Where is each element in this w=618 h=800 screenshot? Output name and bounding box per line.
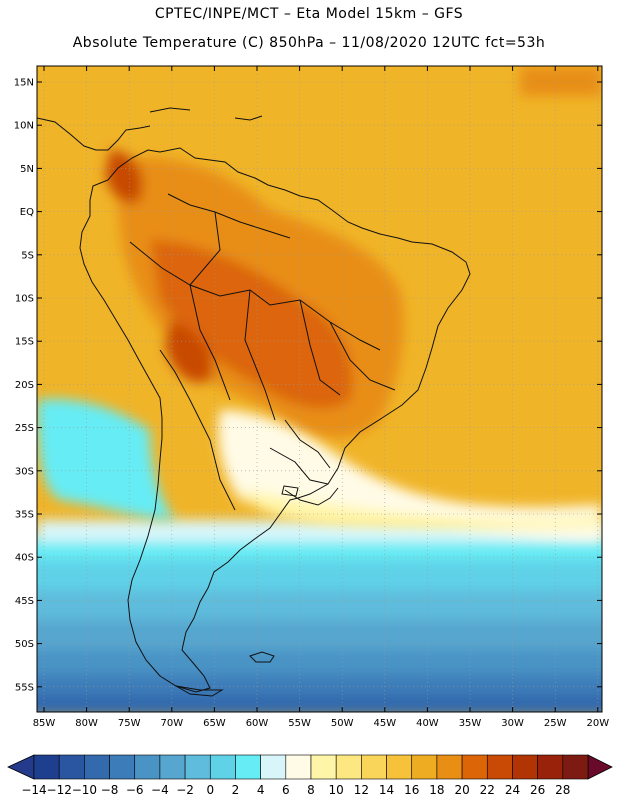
colorbar-swatch	[335, 754, 362, 780]
lon-tick-label: 80W	[75, 718, 98, 729]
lon-tick-label: 45W	[373, 718, 396, 729]
colorbar-swatch	[436, 754, 463, 780]
colorbar-label: −2	[176, 783, 194, 797]
lon-tick-label: 70W	[160, 718, 183, 729]
lat-tick-label: 40S	[15, 553, 34, 564]
colorbar-swatch	[260, 754, 287, 780]
lon-tick-label: 85W	[33, 718, 56, 729]
lat-tick-label: 5S	[21, 250, 34, 261]
colorbar-swatch	[361, 754, 387, 780]
lat-tick-label: 45S	[15, 596, 34, 607]
lon-tick-label: 55W	[288, 718, 311, 729]
lat-tick-label: 15S	[15, 337, 34, 348]
colorbar-label: 22	[480, 783, 495, 797]
colorbar-over-arrow	[587, 754, 613, 780]
lon-tick-label: 20W	[586, 718, 609, 729]
lon-tick-label: 35W	[459, 718, 482, 729]
colorbar-label: 20	[454, 783, 469, 797]
colorbar-label: −4	[151, 783, 169, 797]
lon-tick-label: 60W	[246, 718, 269, 729]
colorbar-swatch	[310, 754, 337, 780]
colorbar-label: −8	[101, 783, 119, 797]
colorbar-swatch	[235, 754, 261, 780]
colorbar-label: 12	[354, 783, 369, 797]
temperature-field	[37, 66, 602, 712]
colorbar: −14 −12 −10 −8 −6 −4 −2 0 2 4 6 8 10 12 14 16 18 20 22 24 26…	[7, 754, 613, 797]
colorbar-label: 4	[257, 783, 265, 797]
colorbar-label: 18	[429, 783, 444, 797]
lon-tick-label: 25W	[544, 718, 567, 729]
colorbar-swatch	[285, 754, 312, 780]
lon-tick-label: 30W	[501, 718, 524, 729]
lon-tick-label: 50W	[331, 718, 354, 729]
colorbar-swatch	[512, 754, 538, 780]
colorbar-swatch	[33, 754, 60, 780]
colorbar-swatch	[134, 754, 161, 780]
lat-tick-label: 30S	[15, 466, 34, 477]
map-title-line2: Absolute Temperature (C) 850hPa – 11/08/…	[72, 35, 546, 51]
colorbar-swatch	[562, 754, 589, 780]
colorbar-swatch	[184, 754, 211, 780]
colorbar-swatch	[486, 754, 513, 780]
colorbar-swatch	[159, 754, 186, 780]
colorbar-label: −10	[72, 783, 97, 797]
colorbar-swatch	[109, 754, 136, 780]
colorbar-swatch	[411, 754, 438, 780]
coastlines	[37, 107, 471, 697]
lat-tick-label: 35S	[15, 510, 34, 521]
lon-tick-label: 75W	[118, 718, 141, 729]
lat-tick-label: 25S	[15, 423, 34, 434]
lon-tick-label: 65W	[203, 718, 226, 729]
colorbar-swatch	[58, 754, 85, 780]
plot-frame	[36, 65, 603, 713]
colorbar-label: 26	[530, 783, 545, 797]
lat-tick-label: 10S	[15, 294, 34, 305]
colorbar-label: −6	[126, 783, 144, 797]
colorbar-label: 0	[206, 783, 214, 797]
lon-tick-label: 40W	[416, 718, 439, 729]
lat-tick-label: 5N	[20, 164, 34, 175]
lat-tick-label: 20S	[15, 380, 34, 391]
colorbar-label: 8	[307, 783, 315, 797]
lat-tick-label: EQ	[20, 207, 34, 218]
colorbar-label: 28	[555, 783, 570, 797]
axis-ticks: 15N 10N 5N EQ 5S 10S 15S 20S 25S 30S 35S 40S 45S 50S 5…	[14, 66, 609, 729]
colorbar-swatch	[461, 754, 488, 780]
lat-tick-label: 55S	[15, 682, 34, 693]
colorbar-label: 10	[329, 783, 344, 797]
colorbar-swatch	[537, 754, 564, 780]
colorbar-under-arrow	[7, 754, 35, 780]
colorbar-label: 16	[404, 783, 419, 797]
colorbar-swatch	[209, 754, 236, 780]
colorbar-label: 24	[505, 783, 520, 797]
map-title-line1: CPTEC/INPE/MCT – Eta Model 15km – GFS	[154, 6, 464, 22]
lat-tick-label: 15N	[14, 78, 34, 89]
colorbar-label: −14	[21, 783, 46, 797]
colorbar-label: 14	[379, 783, 394, 797]
lat-tick-label: 50S	[15, 639, 34, 650]
colorbar-label: 2	[232, 783, 240, 797]
colorbar-label: 6	[282, 783, 290, 797]
lat-tick-label: 10N	[14, 121, 34, 132]
colorbar-label: −12	[47, 783, 72, 797]
colorbar-swatch	[386, 754, 413, 780]
colorbar-swatch	[84, 754, 110, 780]
